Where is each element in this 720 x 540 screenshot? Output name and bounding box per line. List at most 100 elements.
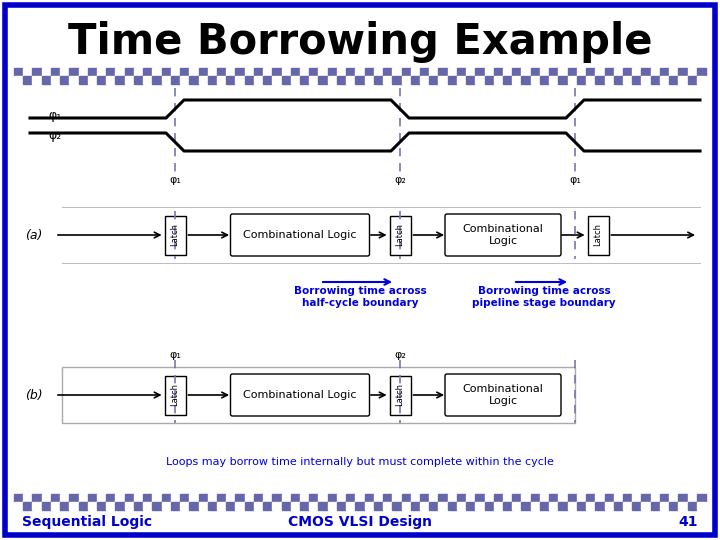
Bar xyxy=(392,494,402,502)
Bar xyxy=(410,68,420,76)
Bar xyxy=(567,494,577,502)
Bar xyxy=(245,68,254,76)
Bar xyxy=(521,76,531,84)
Bar xyxy=(531,68,540,76)
Bar xyxy=(429,502,438,510)
Bar xyxy=(291,502,300,510)
Bar xyxy=(540,494,549,502)
Bar xyxy=(623,68,632,76)
Bar xyxy=(60,68,69,76)
Bar xyxy=(567,68,577,76)
FancyBboxPatch shape xyxy=(230,374,369,416)
Bar xyxy=(300,494,310,502)
Bar xyxy=(466,76,475,84)
Bar xyxy=(143,494,153,502)
Bar xyxy=(115,494,125,502)
Text: (b): (b) xyxy=(25,388,42,402)
Bar xyxy=(457,68,466,76)
Bar xyxy=(143,76,153,84)
Bar xyxy=(660,68,669,76)
Bar xyxy=(586,494,595,502)
Bar xyxy=(613,76,623,84)
Bar xyxy=(577,76,586,84)
Bar xyxy=(512,76,521,84)
FancyBboxPatch shape xyxy=(230,214,369,256)
Bar xyxy=(23,68,32,76)
Bar xyxy=(438,68,448,76)
Bar xyxy=(51,494,60,502)
Bar xyxy=(42,68,51,76)
Text: (a): (a) xyxy=(25,228,42,241)
FancyBboxPatch shape xyxy=(390,215,410,254)
Bar xyxy=(14,68,23,76)
Bar xyxy=(605,494,613,502)
Bar xyxy=(438,502,448,510)
FancyBboxPatch shape xyxy=(164,215,186,254)
Bar xyxy=(125,68,134,76)
Bar xyxy=(282,76,291,84)
Text: Loops may borrow time internally but must complete within the cycle: Loops may borrow time internally but mus… xyxy=(166,457,554,467)
Text: Combinational Logic: Combinational Logic xyxy=(243,390,356,400)
Bar xyxy=(69,68,78,76)
Bar xyxy=(549,502,559,510)
Bar xyxy=(586,76,595,84)
Text: Latch: Latch xyxy=(395,224,405,246)
Bar xyxy=(364,502,374,510)
Bar xyxy=(420,68,429,76)
Bar xyxy=(328,76,337,84)
Bar xyxy=(134,502,143,510)
Bar xyxy=(32,494,42,502)
Bar xyxy=(642,76,651,84)
Bar xyxy=(208,76,217,84)
Bar xyxy=(346,502,356,510)
Bar xyxy=(623,76,632,84)
Bar xyxy=(494,502,503,510)
Text: φ₁: φ₁ xyxy=(169,175,181,185)
Bar xyxy=(161,494,171,502)
Bar xyxy=(115,76,125,84)
Bar xyxy=(466,68,475,76)
Bar xyxy=(485,76,494,84)
Bar xyxy=(171,68,180,76)
Bar xyxy=(125,76,134,84)
Bar xyxy=(632,68,642,76)
Text: Sequential Logic: Sequential Logic xyxy=(22,515,152,529)
Bar xyxy=(503,76,512,84)
Bar xyxy=(531,494,540,502)
Bar xyxy=(586,68,595,76)
Bar xyxy=(42,494,51,502)
Bar xyxy=(69,502,78,510)
Bar xyxy=(503,494,512,502)
Bar xyxy=(651,502,660,510)
Bar xyxy=(125,502,134,510)
Text: Combinational Logic: Combinational Logic xyxy=(243,230,356,240)
Bar xyxy=(402,502,410,510)
Bar xyxy=(300,76,310,84)
Bar xyxy=(595,68,605,76)
FancyBboxPatch shape xyxy=(390,375,410,415)
Bar xyxy=(32,502,42,510)
Bar xyxy=(669,76,678,84)
Bar xyxy=(88,68,97,76)
Text: Latch: Latch xyxy=(171,224,179,246)
Bar xyxy=(466,502,475,510)
Bar xyxy=(153,494,161,502)
Bar xyxy=(310,502,318,510)
Bar xyxy=(669,502,678,510)
Bar xyxy=(503,68,512,76)
Bar xyxy=(466,494,475,502)
Bar xyxy=(595,494,605,502)
Bar xyxy=(549,68,559,76)
Bar xyxy=(97,76,107,84)
Bar xyxy=(310,76,318,84)
Bar xyxy=(613,68,623,76)
Bar xyxy=(642,494,651,502)
Bar xyxy=(180,76,189,84)
Bar xyxy=(402,68,410,76)
Bar xyxy=(613,494,623,502)
Bar xyxy=(291,494,300,502)
Bar xyxy=(14,494,23,502)
Bar xyxy=(494,76,503,84)
Bar xyxy=(14,76,23,84)
Bar xyxy=(448,502,457,510)
